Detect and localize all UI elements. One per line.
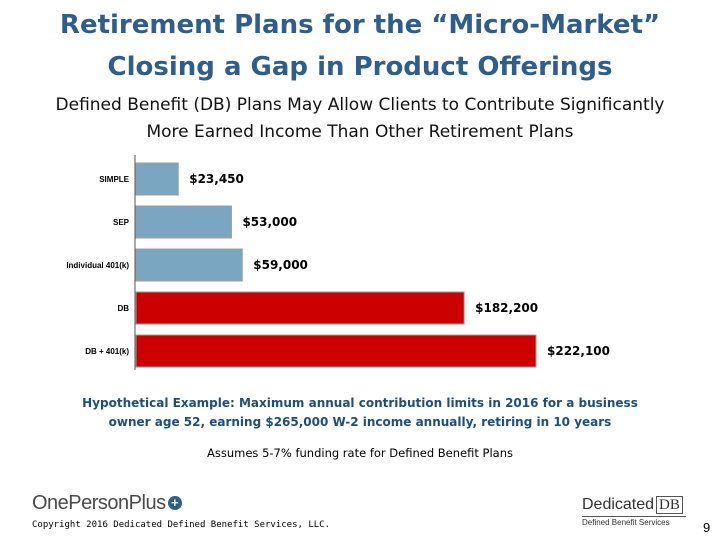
category-label: DB — [117, 304, 129, 313]
bar-value-label: $222,100 — [547, 344, 610, 358]
copyright-text: Copyright 2016 Dedicated Defined Benefit… — [32, 520, 331, 530]
dedicated-db-logo: Dedicated DB Defined Benefit Services — [582, 494, 688, 527]
category-label: SEP — [113, 218, 130, 227]
dedicated-wordmark: Dedicated — [582, 496, 655, 513]
subtitle-line-1: Defined Benefit (DB) Plans May Allow Cli… — [55, 95, 665, 115]
oneperson-plus-logo: OnePersonPlus + — [32, 492, 182, 515]
oneperson-plus-wordmark: OnePersonPlus — [32, 492, 166, 514]
note-line-2: owner age 52, earning $265,000 W-2 incom… — [108, 415, 612, 429]
title-line-2: Closing a Gap in Product Offerings — [107, 52, 613, 82]
plus-circle-icon: + — [167, 496, 182, 510]
bar — [135, 162, 179, 196]
bar-value-label: $53,000 — [242, 215, 297, 229]
bar — [135, 248, 243, 282]
page-number: 9 — [703, 520, 711, 535]
bar-value-label: $23,450 — [189, 172, 244, 186]
bar — [135, 205, 232, 239]
hypothetical-note: Hypothetical Example: Maximum annual con… — [0, 394, 720, 432]
contribution-bar-chart: SIMPLE $23,450 SEP $53,000 Individual 401(k)… — [66, 155, 610, 370]
bar-value-label: $182,200 — [475, 301, 538, 315]
title-line-1: Retirement Plans for the “Micro-Market” — [59, 10, 661, 40]
dedicated-tagline: Defined Benefit Services — [582, 516, 686, 527]
category-label: Individual 401(k) — [66, 261, 129, 270]
subtitle-line-2: More Earned Income Than Other Retirement… — [146, 122, 574, 142]
bar — [135, 334, 537, 368]
note-line-1: Hypothetical Example: Maximum annual con… — [82, 396, 638, 410]
db-box-mark: DB — [656, 496, 683, 514]
slide-title: Retirement Plans for the “Micro-Market” … — [0, 4, 720, 88]
bar-value-label: $59,000 — [253, 258, 308, 272]
bar — [135, 291, 465, 325]
assumption-text: Assumes 5-7% funding rate for Defined Be… — [207, 446, 513, 460]
category-label: SIMPLE — [99, 175, 129, 184]
slide-subtitle: Defined Benefit (DB) Plans May Allow Cli… — [0, 92, 720, 146]
category-label: DB + 401(k) — [85, 347, 129, 356]
